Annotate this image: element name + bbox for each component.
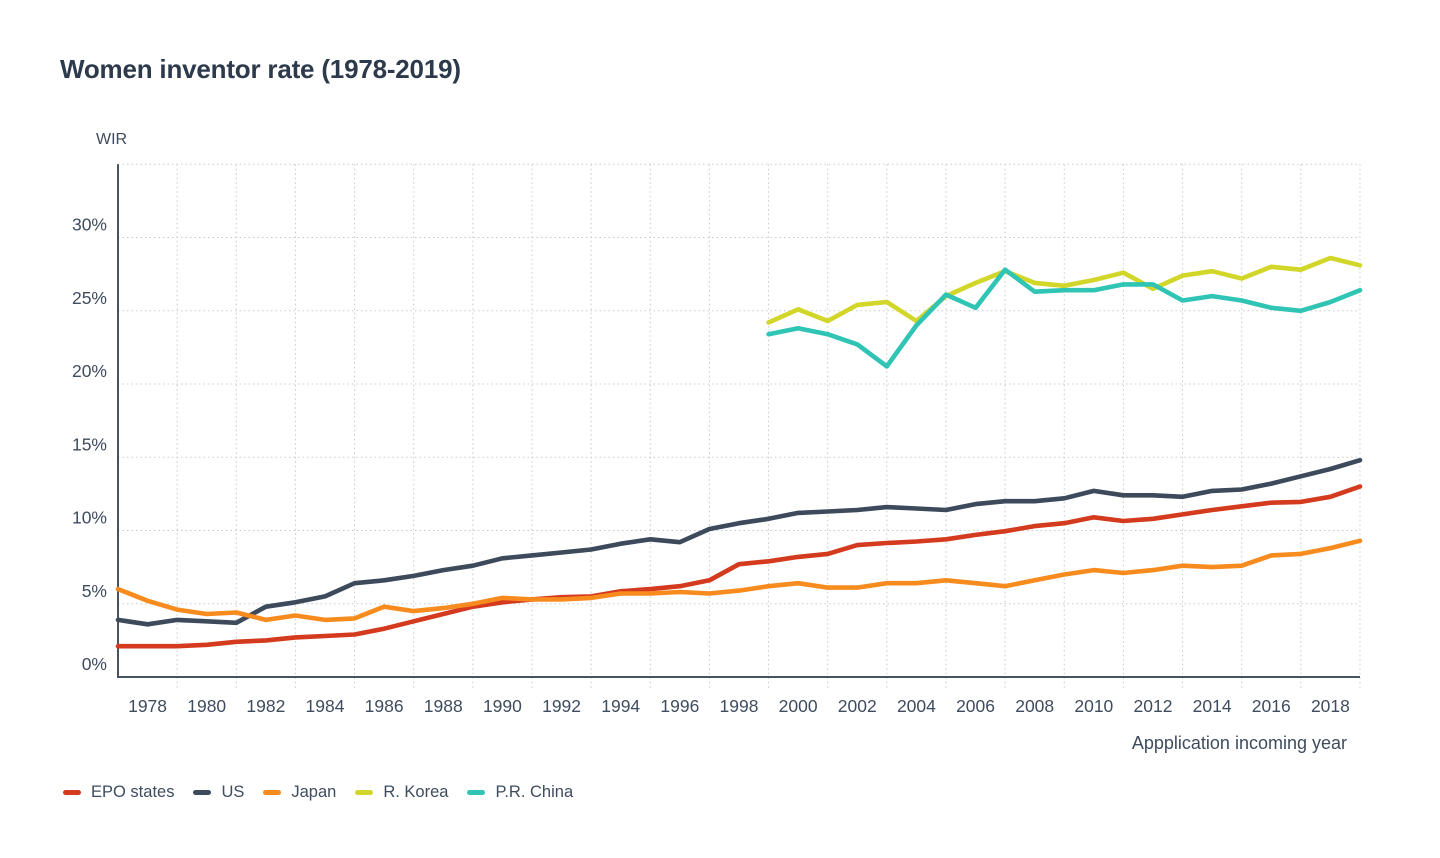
legend-item-japan: Japan <box>263 783 336 802</box>
legend-item-epo-states: EPO states <box>63 783 174 802</box>
legend-item-us: US <box>193 783 244 802</box>
x-tick-label: 1980 <box>187 696 226 716</box>
legend-swatch <box>193 790 212 795</box>
line-chart: 1978 1980 1982 1984 1986 1988 1990 1992 1994 1996… <box>72 163 1363 716</box>
series-line-r-korea <box>766 255 1363 325</box>
x-tick-label: 1978 <box>128 696 167 716</box>
x-tick-label: 2012 <box>1134 696 1173 716</box>
x-tick-label: 1996 <box>660 696 699 716</box>
y-tick-label: 25% <box>72 288 107 308</box>
legend-label: P.R. China <box>495 783 574 801</box>
legend-label: US <box>221 783 245 801</box>
x-tick-label: 2010 <box>1074 696 1113 716</box>
x-tick-label: 1990 <box>483 696 522 716</box>
series-line-us <box>115 457 1363 627</box>
x-tick-label: 1986 <box>365 696 404 716</box>
x-tick-label: 2008 <box>1015 696 1054 716</box>
x-tick-label: 2014 <box>1193 696 1232 716</box>
legend-label: R. Korea <box>383 783 449 801</box>
series-line-japan <box>115 538 1363 623</box>
x-tick-label: 1998 <box>720 696 759 716</box>
x-tick-label: 1982 <box>246 696 285 716</box>
y-tick-label: 10% <box>72 508 107 528</box>
y-tick-label: 30% <box>72 215 107 235</box>
legend-item-r-korea: R. Korea <box>355 783 448 802</box>
y-tick-label: 5% <box>82 581 107 601</box>
legend-swatch <box>63 790 81 795</box>
legend-swatch <box>263 790 282 795</box>
x-tick-label: 1988 <box>424 696 463 716</box>
x-tick-label: 2004 <box>897 696 936 716</box>
legend-swatch <box>467 790 486 795</box>
x-tick-label: 1984 <box>306 696 345 716</box>
x-tick-label: 1994 <box>601 696 640 716</box>
legend-label: Japan <box>291 783 337 801</box>
series-line-p-r-china <box>766 267 1363 369</box>
x-tick-label: 2006 <box>956 696 995 716</box>
y-tick-label: 0% <box>82 654 107 674</box>
series-line-epo-states <box>115 484 1363 649</box>
y-tick-label: 20% <box>72 361 107 381</box>
x-tick-label: 1992 <box>542 696 581 716</box>
x-tick-label: 2002 <box>838 696 877 716</box>
x-tick-label: 2018 <box>1311 696 1350 716</box>
legend-item-p-r-china: P.R. China <box>467 783 573 802</box>
y-tick-label: 15% <box>72 434 107 454</box>
y-axis-title: WIR <box>96 131 128 148</box>
x-tick-label: 2000 <box>779 696 818 716</box>
x-axis-title: Appplication incoming year <box>1131 733 1347 753</box>
legend-label: EPO states <box>91 783 175 801</box>
chart-legend: EPO states US Japan R. Korea P.R. China <box>63 783 573 802</box>
chart-title: Women inventor rate (1978-2019) <box>60 54 461 84</box>
legend-swatch <box>355 790 374 795</box>
x-tick-label: 2016 <box>1252 696 1291 716</box>
